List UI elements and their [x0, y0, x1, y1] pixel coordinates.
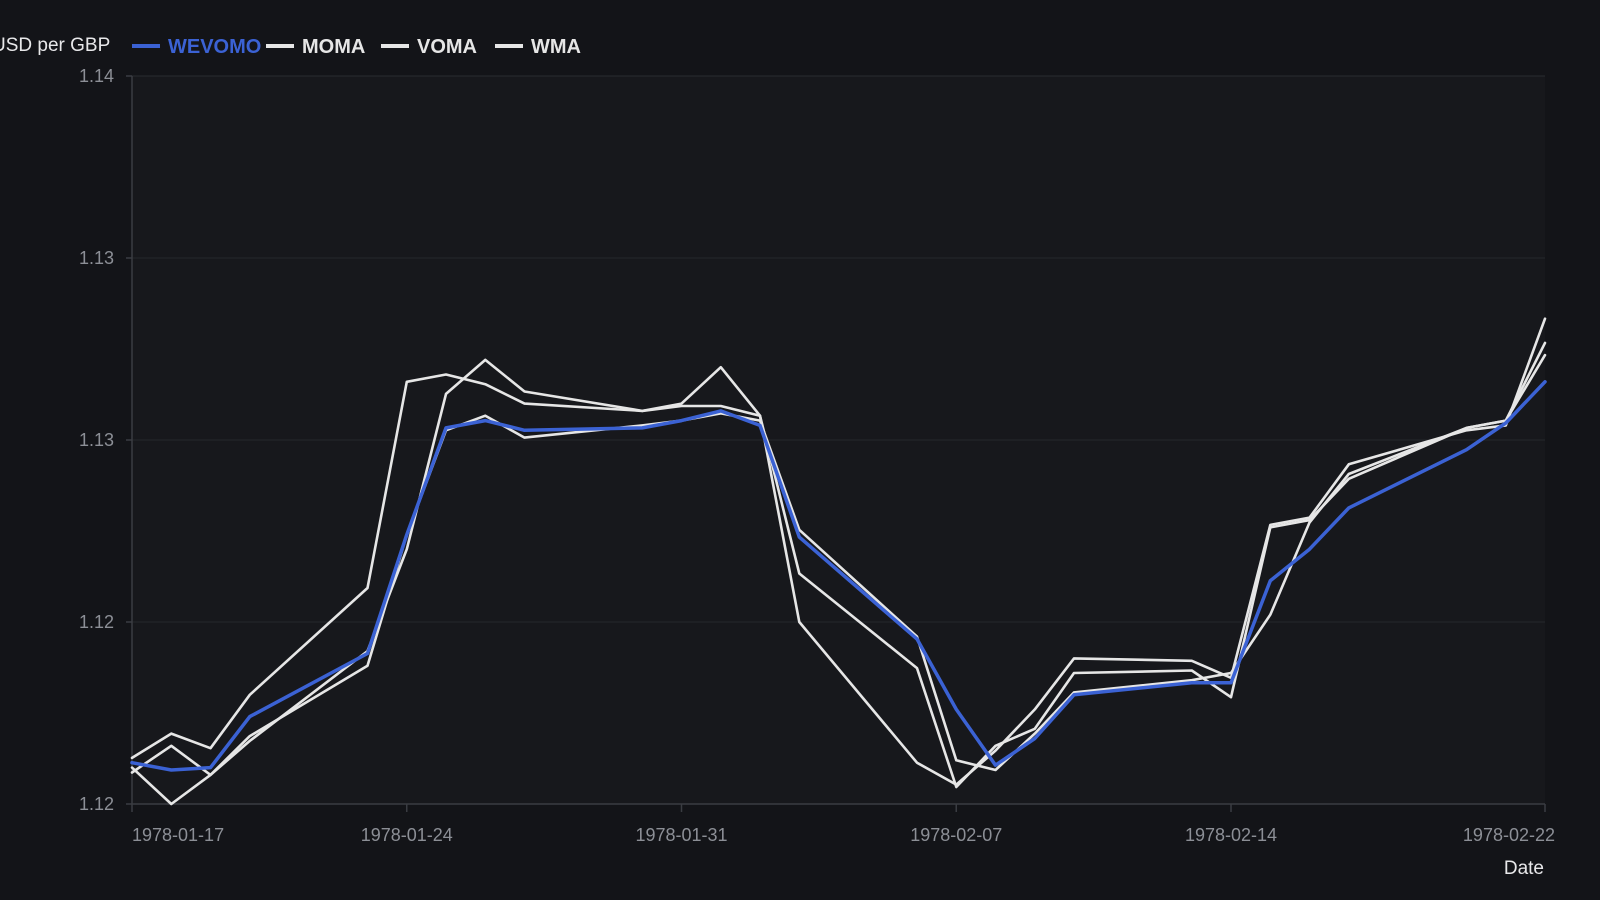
legend-item-moma[interactable]: MOMA [266, 36, 365, 58]
x-tick-label: 1978-01-24 [361, 825, 453, 845]
y-axis-ticks: 1.12 1.12 1.13 1.13 1.14 [79, 66, 132, 814]
y-axis-title: USD per GBP [0, 35, 110, 56]
legend-item-wevomo[interactable]: WEVOMO [132, 36, 261, 58]
x-axis-title: Date [1504, 858, 1544, 879]
series-line-wevomo [130, 380, 1547, 772]
legend-label: MOMA [302, 36, 365, 58]
legend-item-wma[interactable]: WMA [495, 36, 581, 58]
y-tick-label: 1.13 [79, 430, 114, 450]
y-tick-label: 1.12 [79, 794, 114, 814]
series-line-moma [130, 341, 1547, 806]
legend-item-voma[interactable]: VOMA [381, 36, 477, 58]
legend-label: WMA [531, 36, 581, 58]
legend: WEVOMO MOMA VOMA WMA [132, 36, 581, 58]
series-lines [130, 317, 1547, 806]
series-line-voma [130, 353, 1547, 789]
y-tick-label: 1.14 [79, 66, 114, 86]
grid-lines [132, 75, 1545, 623]
y-tick-label: 1.13 [79, 248, 114, 268]
x-tick-label: 1978-01-31 [635, 825, 727, 845]
y-tick-label: 1.12 [79, 612, 114, 632]
x-tick-label: 1978-02-07 [910, 825, 1002, 845]
x-tick-label: 1978-01-17 [132, 825, 224, 845]
legend-label: WEVOMO [168, 36, 261, 58]
legend-label: VOMA [417, 36, 477, 58]
x-tick-label: 1978-02-22 [1463, 825, 1555, 845]
x-tick-label: 1978-02-14 [1185, 825, 1277, 845]
x-axis-ticks: 1978-01-17 1978-01-24 1978-01-31 1978-02-07… [131, 804, 1555, 845]
